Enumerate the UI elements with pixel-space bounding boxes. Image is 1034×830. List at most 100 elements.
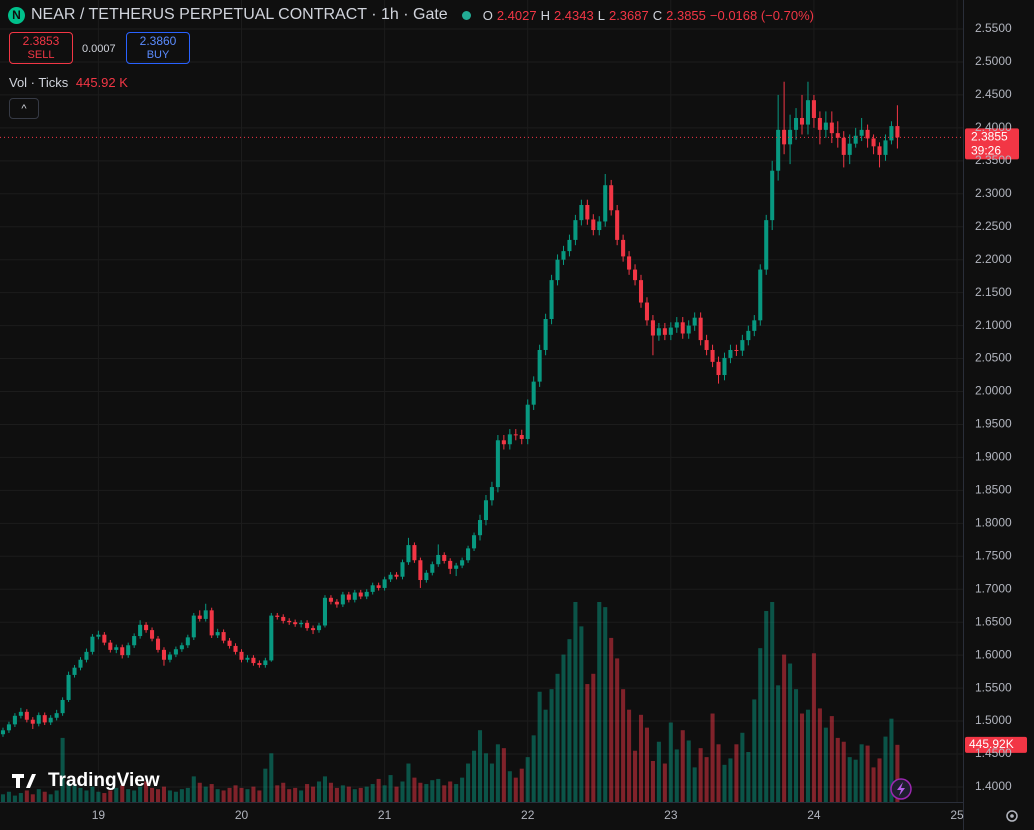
candle-body: [633, 269, 638, 281]
buy-label: BUY: [146, 49, 170, 61]
candle-body: [466, 548, 471, 561]
candle-body: [668, 327, 673, 335]
volume-bar: [519, 768, 524, 802]
candle-body: [501, 440, 506, 445]
volume-bar: [12, 795, 17, 802]
volume-bar: [823, 727, 828, 802]
volume-bar: [537, 691, 542, 802]
volume-bar: [334, 787, 339, 802]
symbol-title[interactable]: NEAR / TETHERUS PERPETUAL CONTRACT · 1h …: [31, 6, 448, 23]
volume-bar: [167, 790, 172, 802]
candle-body: [543, 319, 548, 350]
volume-bar: [191, 776, 196, 802]
volume-bar: [782, 654, 787, 802]
candle-body: [358, 592, 363, 597]
volume-bar: [72, 785, 77, 802]
volume-bar: [668, 722, 673, 802]
logo-icon: [12, 774, 36, 788]
candle-body: [597, 221, 602, 231]
volume-bar: [245, 789, 250, 802]
candle-body: [0, 730, 6, 735]
volume-bar: [799, 713, 805, 802]
volume-bar: [203, 786, 208, 802]
y-tick-label: 1.4000: [975, 779, 1012, 793]
candle-body: [603, 185, 608, 222]
h-value: 2.4343: [553, 7, 594, 23]
volume-bar: [609, 637, 614, 802]
candle-body: [394, 574, 399, 577]
volume-bar: [0, 794, 6, 802]
candle-body: [728, 349, 733, 358]
volume-bar: [424, 784, 429, 802]
volume-bar: [483, 753, 488, 802]
volume-bar: [18, 793, 23, 802]
candle-body: [489, 487, 494, 501]
volume-bar: [394, 786, 399, 802]
candle-body: [197, 615, 202, 619]
candle-body: [525, 404, 530, 439]
candle-body: [382, 579, 387, 588]
y-tick-label: 1.7000: [975, 581, 1012, 595]
y-tick-label: 2.2000: [975, 252, 1012, 266]
y-tick-label: 2.4500: [975, 87, 1012, 101]
volume-bar: [644, 727, 649, 802]
candle-body: [120, 647, 125, 656]
volume-bar: [692, 767, 697, 802]
volume-bar: [442, 785, 447, 802]
candle-body: [322, 597, 328, 626]
volume-bar: [382, 785, 387, 802]
x-tick-label: 22: [521, 808, 535, 822]
price-tag-value: 2.3855: [971, 130, 1008, 144]
candle-body: [698, 317, 703, 341]
volume-bar: [722, 764, 727, 802]
candle-body: [275, 615, 280, 617]
candle-body: [436, 554, 441, 565]
settings-button[interactable]: [1006, 810, 1018, 822]
volume-bar: [764, 610, 769, 802]
volume-bar: [418, 782, 423, 802]
y-tick-label: 2.5500: [975, 21, 1012, 35]
volume-bar: [513, 777, 518, 802]
collapse-button[interactable]: ^: [9, 98, 39, 119]
volume-bar: [615, 658, 620, 802]
candle-body: [561, 251, 566, 260]
price-tag: [965, 128, 1019, 160]
candle-body: [263, 660, 268, 666]
volume-bar: [710, 713, 715, 802]
volume-bar: [555, 673, 560, 802]
candle-body: [680, 322, 685, 334]
candle-body: [376, 585, 381, 588]
candle-body: [883, 140, 888, 155]
x-tick-label: 25: [950, 808, 964, 822]
candle-body: [90, 636, 95, 652]
volume-bar: [281, 782, 286, 802]
volume-bar: [656, 741, 661, 802]
candle-body: [567, 239, 572, 252]
candle-body: [406, 545, 411, 563]
candle-body: [454, 565, 459, 569]
volume-bar: [239, 787, 244, 802]
candle-body: [191, 615, 196, 638]
volume-bar: [794, 689, 799, 802]
volume-bar: [895, 744, 900, 802]
volume-value: 445.92 K: [75, 75, 128, 90]
volume-bar: [531, 735, 536, 802]
buy-button[interactable]: 2.3860 BUY: [126, 32, 190, 64]
volume-bar: [561, 654, 566, 802]
candle-body: [710, 349, 715, 362]
x-tick-label: 24: [807, 808, 821, 822]
candle-body: [692, 317, 697, 326]
candle-body: [126, 645, 131, 656]
candle-body: [841, 137, 846, 155]
candle-body: [835, 133, 840, 138]
sell-button[interactable]: 2.3853 SELL: [9, 32, 73, 64]
volume-bar: [138, 786, 143, 802]
volume-layer: [0, 602, 900, 802]
volume-bar: [543, 709, 548, 802]
candle-body: [287, 620, 292, 623]
volume-bar: [883, 736, 888, 802]
volume-bar: [108, 790, 113, 802]
candle-body: [609, 185, 614, 211]
volume-bar: [328, 782, 333, 802]
